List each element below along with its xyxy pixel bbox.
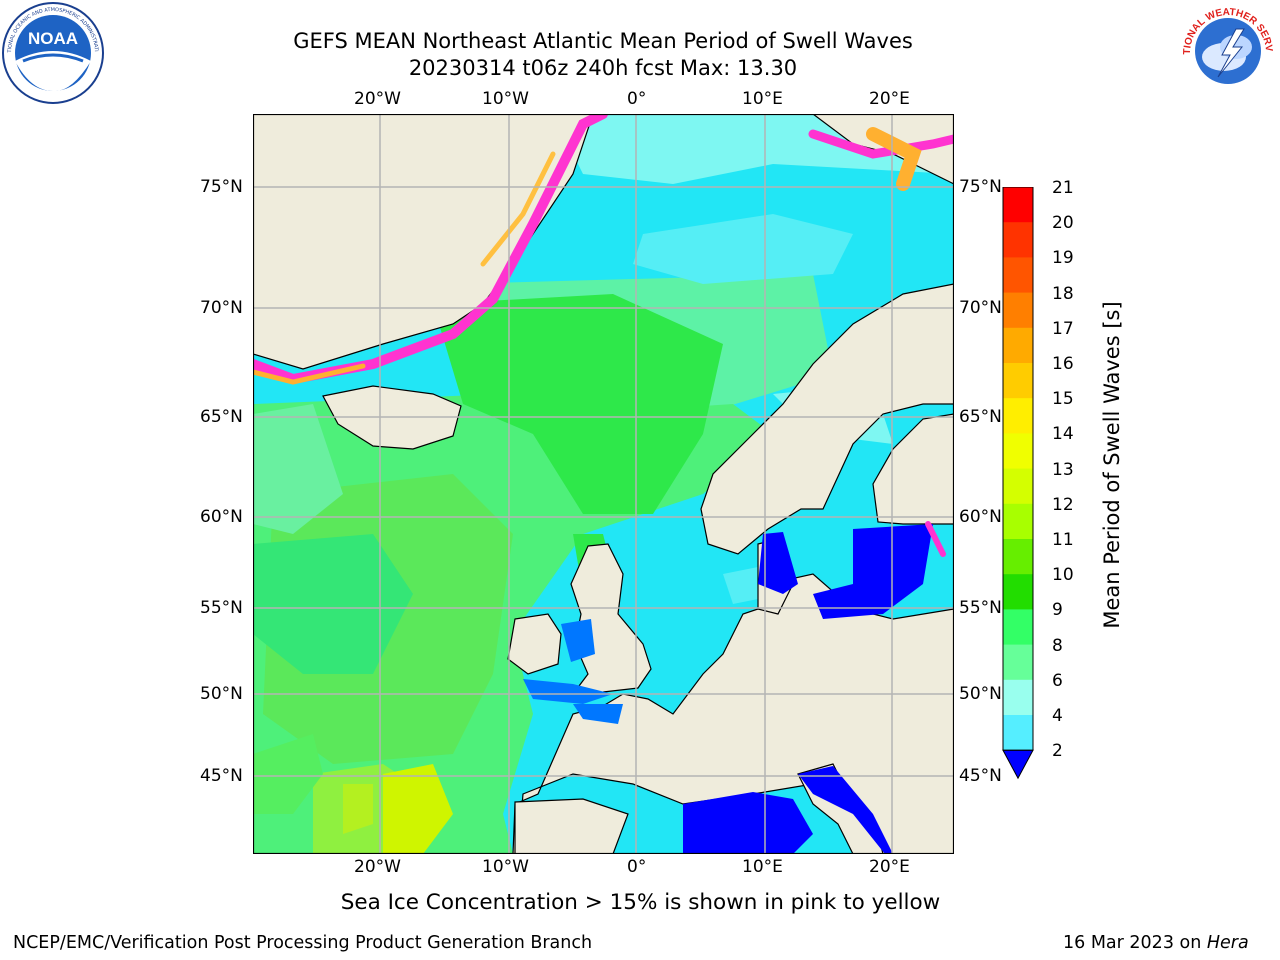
lat-label-right-65n: 65°N (959, 407, 1002, 427)
finland (872, 413, 954, 525)
colorbar-swatch (1003, 327, 1033, 364)
colorbar-swatch (1003, 187, 1033, 223)
lat-label-right-70n: 70°N (959, 298, 1002, 318)
lat-label-right-55n: 55°N (959, 598, 1002, 618)
footer-left: NCEP/EMC/Verification Post Processing Pr… (13, 933, 593, 953)
colorbar-swatch (1003, 292, 1033, 329)
colorbar-tick: 6 (1052, 671, 1063, 691)
colorbar-swatch (1003, 574, 1033, 610)
colorbar-tick: 21 (1052, 178, 1074, 198)
sea-ice-note: Sea Ice Concentration > 15% is shown in … (340, 890, 941, 915)
lat-label-left-60n: 60°N (200, 507, 243, 527)
colorbar-swatch (1003, 468, 1033, 505)
footer-right: 16 Mar 2023 on Hera (1063, 933, 1249, 953)
lat-label-left-70n: 70°N (200, 298, 243, 318)
colorbar-label: Mean Period of Swell Waves [s] (1100, 301, 1124, 629)
lon-label-bottom-10w: 10°W (482, 857, 529, 877)
lon-label-bottom-20e: 20°E (869, 857, 910, 877)
lon-label-bottom-20w: 20°W (354, 857, 401, 877)
colorbar-tick: 15 (1052, 389, 1074, 409)
lon-label-top-0: 0° (627, 89, 647, 109)
lon-label-bottom-0: 0° (627, 857, 647, 877)
colorbar-swatch (1003, 644, 1033, 681)
svg-text:NOAA: NOAA (28, 29, 78, 48)
colorbar-ticks: 21 20 19 18 17 16 15 14 13 12 11 10 9 8 … (1052, 178, 1092, 768)
chart-title: GEFS MEAN Northeast Atlantic Mean Period… (293, 29, 913, 53)
lon-label-top-10w: 10°W (482, 89, 529, 109)
colorbar-swatch (1003, 609, 1033, 646)
colorbar-tick: 2 (1052, 741, 1063, 761)
colorbar-swatch (1003, 363, 1033, 399)
lat-label-right-45n: 45°N (959, 766, 1002, 786)
colorbar-tick: 8 (1052, 636, 1063, 656)
graticule (253, 114, 954, 854)
colorbar-swatch (1003, 222, 1033, 258)
colorbar-swatch (1003, 398, 1033, 434)
colorbar-tick: 4 (1052, 706, 1063, 726)
colorbar-tick: 20 (1052, 213, 1074, 233)
lat-label-right-75n: 75°N (959, 177, 1002, 197)
colorbar-tick: 9 (1052, 600, 1063, 620)
map-canvas (252, 113, 955, 855)
colorbar-frame (1002, 186, 1034, 751)
great-britain (570, 543, 652, 695)
map-frame (252, 113, 955, 855)
footer-host: Hera (1206, 933, 1249, 953)
low-period-water (683, 524, 933, 854)
low-period-coastal (523, 619, 623, 724)
colorbar-label-wrap: Mean Period of Swell Waves [s] (1070, 255, 1130, 675)
nws-logo: NATIONAL WEATHER SERVICE (1174, 0, 1278, 101)
colorbar-swatch (1003, 539, 1033, 575)
colorbar-tick: 18 (1052, 284, 1074, 304)
colorbar-tick: 17 (1052, 319, 1074, 339)
colorbar (1000, 186, 1040, 787)
colorbar-swatch (1003, 257, 1033, 294)
colorbar-swatch (1003, 679, 1033, 716)
lat-label-right-60n: 60°N (959, 507, 1002, 527)
colorbar-swatch (1003, 503, 1033, 540)
lon-label-bottom-10e: 10°E (742, 857, 783, 877)
lat-label-left-55n: 55°N (200, 598, 243, 618)
lat-label-left-50n: 50°N (200, 684, 243, 704)
lat-label-left-45n: 45°N (200, 766, 243, 786)
chart-subtitle: 20230314 t06z 240h fcst Max: 13.30 (408, 56, 798, 80)
colorbar-swatches (1002, 186, 1034, 780)
colorbar-tick: 12 (1052, 495, 1074, 515)
lat-label-right-50n: 50°N (959, 684, 1002, 704)
colorbar-tick: 10 (1052, 565, 1074, 585)
lat-label-left-75n: 75°N (200, 177, 243, 197)
colorbar-swatch (1003, 715, 1033, 751)
ireland (507, 613, 562, 675)
lat-label-left-65n: 65°N (200, 407, 243, 427)
footer-date: 16 Mar 2023 on (1063, 933, 1207, 953)
sea-ice-edge (253, 114, 954, 557)
greenland (253, 114, 594, 370)
colorbar-extend (1002, 749, 1034, 780)
colorbar-swatch (1003, 433, 1033, 470)
colorbar-tick: 14 (1052, 424, 1074, 444)
lon-label-top-20w: 20°W (354, 89, 401, 109)
lon-label-top-10e: 10°E (742, 89, 783, 109)
lon-label-top-20e: 20°E (869, 89, 910, 109)
colorbar-tick: 19 (1052, 248, 1074, 268)
iberia (514, 798, 629, 854)
colorbar-tick: 13 (1052, 460, 1074, 480)
colorbar-tick: 16 (1052, 354, 1074, 374)
swell-period-field (253, 114, 954, 854)
colorbar-tick: 11 (1052, 530, 1074, 550)
map-panel (252, 113, 955, 855)
noaa-logo: NOAA NATIONAL OCEANIC AND ATMOSPHERIC AD… (0, 0, 105, 105)
